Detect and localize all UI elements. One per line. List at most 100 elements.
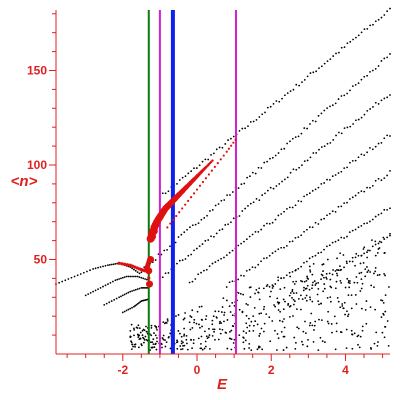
cloud-point: [353, 332, 356, 335]
cloud-point: [220, 322, 223, 324]
cloud-point: [204, 345, 207, 348]
cloud-point: [366, 266, 368, 268]
band-point: [291, 270, 294, 273]
cloud-point: [207, 336, 210, 339]
band-point: [346, 92, 349, 95]
band-point: [194, 278, 197, 280]
cloud-point: [192, 338, 195, 341]
cloud-point: [326, 296, 329, 299]
band-point: [288, 240, 291, 243]
cloud-point: [373, 286, 375, 289]
branch-point: [99, 266, 102, 268]
cloud-point: [347, 279, 350, 282]
band-point: [200, 218, 203, 221]
y-tick-label: 50: [34, 252, 48, 266]
branch-point: [125, 309, 128, 312]
cloud-point: [383, 272, 385, 275]
cloud-point: [256, 323, 259, 326]
cloud-point: [195, 322, 198, 325]
band-point: [389, 234, 391, 237]
band-point: [357, 34, 360, 37]
band-point: [206, 214, 208, 217]
band-point: [289, 140, 291, 143]
cloud-point: [223, 314, 225, 316]
cloud-point: [162, 321, 165, 324]
cloud-point: [350, 294, 353, 296]
cloud-point: [225, 299, 228, 302]
band-point: [366, 186, 368, 189]
cloud-point: [257, 291, 260, 294]
cloud-point: [369, 271, 372, 273]
cloud-point: [323, 283, 326, 285]
band-point: [352, 38, 354, 41]
cloud-point: [221, 328, 224, 331]
cloud-point: [242, 330, 245, 333]
cloud-point: [137, 336, 140, 339]
cloud-point: [238, 334, 241, 336]
cloud-point: [179, 332, 181, 335]
band-point: [317, 223, 320, 225]
highlight-point: [166, 226, 169, 229]
band-point: [308, 226, 311, 228]
band-point: [261, 113, 264, 116]
band-point: [337, 239, 340, 242]
band-point: [244, 127, 247, 130]
cloud-point: [369, 306, 372, 308]
cloud-point: [140, 344, 143, 347]
band-point: [337, 172, 340, 174]
cloud-point: [345, 260, 348, 263]
band-point: [363, 113, 366, 116]
band-point: [252, 120, 255, 123]
band-point: [254, 266, 257, 269]
cloud-point: [253, 307, 256, 309]
band-point: [320, 112, 323, 115]
highlight-point: [178, 211, 181, 214]
cloud-point: [337, 300, 340, 303]
cloud-point: [248, 342, 251, 345]
band-point: [354, 83, 357, 86]
band-point: [209, 210, 211, 212]
highlight-point: [210, 169, 213, 172]
band-point: [294, 136, 297, 139]
cloud-point: [380, 299, 382, 302]
band-point: [275, 185, 278, 187]
band-point: [377, 213, 380, 216]
cloud-point: [283, 326, 286, 329]
band-point: [383, 14, 386, 16]
cloud-point: [346, 277, 349, 280]
cloud-point: [233, 304, 236, 307]
cloud-point: [261, 348, 264, 351]
cloud-point: [343, 301, 346, 304]
band-point: [210, 235, 212, 238]
band-point: [260, 260, 262, 263]
cloud-point: [292, 280, 295, 283]
band-point: [204, 158, 207, 161]
cloud-point: [309, 270, 312, 273]
cloud-point: [231, 325, 234, 327]
cloud-point: [153, 346, 156, 348]
band-point: [305, 260, 308, 263]
cloud-point: [254, 292, 256, 295]
band-point: [383, 137, 386, 140]
cloud-point: [176, 340, 179, 343]
cloud-point: [259, 332, 261, 335]
cloud-point: [291, 297, 293, 299]
band-point: [309, 72, 312, 74]
band-point: [261, 194, 264, 196]
band-point: [298, 84, 301, 87]
cloud-point: [169, 347, 172, 350]
band-point: [197, 222, 200, 225]
cloud-point: [382, 301, 385, 304]
band-point: [224, 143, 227, 145]
band-point: [214, 204, 217, 207]
cloud-point: [260, 327, 263, 330]
cloud-point: [262, 330, 265, 333]
band-point: [194, 223, 197, 226]
band-point: [308, 257, 311, 260]
band-point: [320, 278, 322, 281]
band-point: [303, 78, 306, 81]
band-point: [266, 160, 269, 163]
branch-point: [110, 300, 113, 302]
cloud-point: [201, 348, 204, 351]
cloud-point: [364, 308, 367, 311]
